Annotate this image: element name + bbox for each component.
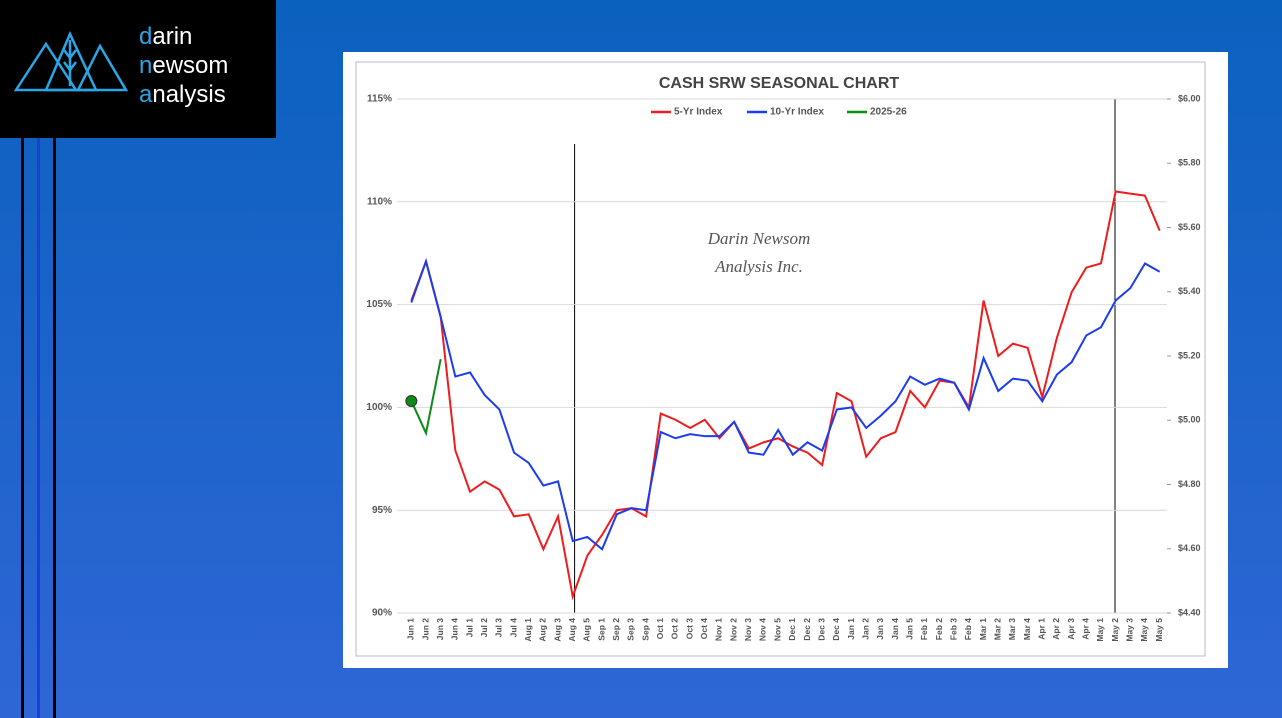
x-tick-label: Oct 3 [684, 618, 694, 640]
y-tick-label: 110% [367, 196, 392, 207]
series-line [410, 190, 1161, 601]
x-tick-label: Apr 4 [1081, 618, 1091, 640]
x-tick-label: Jun 3 [435, 618, 445, 640]
watermark: Analysis Inc. [714, 257, 803, 276]
x-tick-label: Jun 2 [420, 618, 430, 640]
x-tick-label: May 3 [1125, 618, 1135, 642]
legend-label: 5-Yr Index [674, 107, 723, 118]
x-tick-label: Jul 2 [479, 618, 489, 638]
y2-tick-label: $6.00 [1178, 93, 1201, 103]
x-tick-label: Aug 4 [567, 618, 577, 642]
x-tick-label: Feb 3 [948, 618, 958, 640]
x-tick-label: Nov 5 [772, 618, 782, 641]
x-tick-label: Dec 3 [816, 618, 826, 641]
decor-line [21, 138, 24, 718]
y2-tick-label: $4.60 [1178, 543, 1201, 553]
y2-tick-label: $5.20 [1178, 350, 1201, 360]
x-tick-label: Dec 2 [802, 618, 812, 641]
x-tick-label: Aug 3 [552, 618, 562, 642]
y2-tick-label: $5.80 [1178, 158, 1201, 168]
x-tick-label: Jun 4 [450, 618, 460, 640]
chart-border [355, 61, 1206, 657]
logo: darin newsom analysis [0, 0, 276, 138]
legend-label: 2025-26 [870, 107, 907, 118]
y2-tick-label: $5.60 [1178, 222, 1201, 232]
point-marker [405, 394, 418, 407]
x-tick-label: Feb 2 [934, 618, 944, 640]
logo-word: analysis [139, 81, 226, 108]
x-tick-label: Jul 3 [494, 618, 504, 638]
x-tick-label: Mar 4 [1022, 618, 1032, 640]
x-tick-label: May 5 [1154, 618, 1164, 642]
x-tick-label: Nov 1 [714, 618, 724, 641]
y-tick-label: 115% [367, 94, 392, 105]
x-tick-label: Apr 2 [1051, 618, 1061, 640]
y-tick-label: 105% [366, 299, 392, 310]
x-tick-label: Feb 1 [919, 618, 929, 640]
x-tick-label: Mar 1 [978, 618, 988, 640]
logo-word: newsom [139, 52, 229, 79]
x-tick-label: Jul 4 [508, 618, 518, 638]
x-tick-label: May 1 [1095, 618, 1105, 642]
y-tick-label: 90% [372, 608, 392, 619]
x-tick-label: Oct 1 [655, 618, 665, 640]
x-tick-label: Mar 2 [993, 618, 1003, 640]
x-tick-label: Jul 1 [464, 618, 474, 638]
logo-word: darin [139, 23, 193, 50]
x-tick-label: Nov 2 [728, 618, 738, 641]
x-tick-label: Dec 1 [787, 618, 797, 641]
y2-tick-label: $4.80 [1178, 479, 1201, 489]
y-tick-label: 100% [366, 402, 392, 413]
chart: CASH SRW SEASONAL CHART Darin Newsom Ana… [343, 52, 1228, 668]
x-tick-label: Oct 2 [670, 618, 680, 640]
x-tick-label: Aug 1 [523, 618, 533, 642]
x-tick-label: Sep 4 [640, 618, 650, 641]
logo-icon [13, 30, 129, 92]
chart-title: CASH SRW SEASONAL CHART [659, 75, 900, 92]
x-tick-label: Mar 3 [1007, 618, 1017, 640]
x-tick-label: Jan 4 [890, 618, 900, 640]
x-tick-label: Jan 5 [904, 618, 914, 640]
x-tick-label: Oct 4 [699, 618, 709, 640]
decor-line [37, 138, 40, 718]
y2-tick-label: $4.40 [1178, 607, 1201, 617]
x-tick-label: Jun 1 [406, 618, 416, 640]
x-tick-label: Feb 4 [963, 618, 973, 640]
legend-label: 10-Yr Index [770, 107, 824, 118]
watermark: Darin Newsom [707, 229, 810, 248]
x-tick-label: Aug 5 [582, 618, 592, 642]
y2-tick-label: $5.40 [1178, 286, 1201, 296]
x-tick-label: Apr 1 [1037, 618, 1047, 640]
x-tick-label: May 2 [1110, 618, 1120, 642]
x-tick-label: Jan 3 [875, 618, 885, 640]
x-tick-label: Jan 1 [846, 618, 856, 640]
y2-tick-label: $5.00 [1178, 415, 1201, 425]
x-tick-label: Apr 3 [1066, 618, 1076, 640]
x-tick-label: Sep 3 [626, 618, 636, 641]
x-tick-label: Sep 2 [611, 618, 621, 641]
x-tick-label: Nov 3 [743, 618, 753, 641]
x-tick-label: Jan 2 [860, 618, 870, 640]
decor-line [53, 138, 56, 718]
y-tick-label: 95% [372, 505, 392, 516]
series-line [410, 359, 442, 437]
series-line [410, 258, 1161, 551]
x-tick-label: Nov 4 [758, 618, 768, 641]
x-tick-label: Sep 1 [596, 618, 606, 641]
x-tick-label: Dec 4 [831, 618, 841, 641]
x-tick-label: Aug 2 [538, 618, 548, 642]
x-tick-label: May 4 [1139, 618, 1149, 642]
